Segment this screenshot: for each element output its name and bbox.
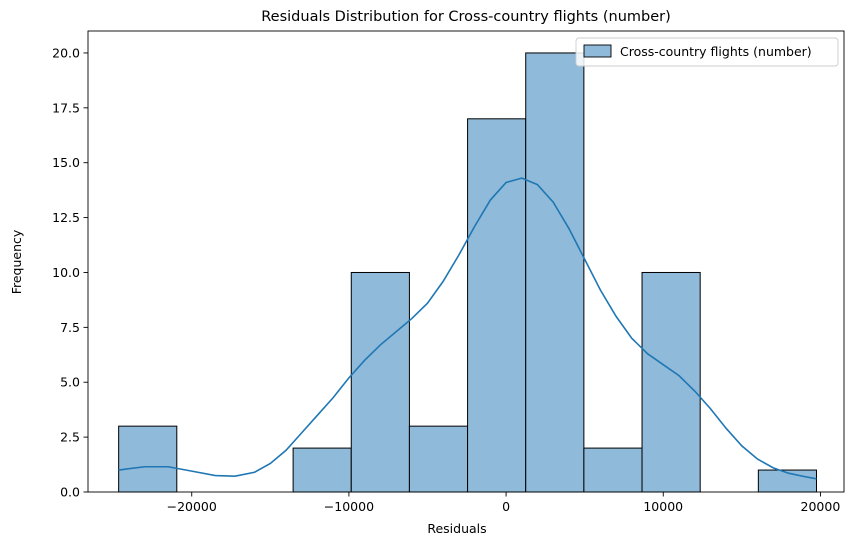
legend-swatch (583, 44, 612, 58)
y-tick-label: 15.0 (52, 155, 80, 170)
histogram-bars (118, 52, 817, 493)
histogram-bar (350, 271, 410, 493)
chart-title: Residuals Distribution for Cross-country… (261, 9, 671, 25)
histogram-bar (641, 271, 701, 493)
y-tick-label: 0.0 (60, 485, 80, 500)
x-tick-label: 20000 (801, 499, 841, 514)
histogram-bar (467, 118, 527, 493)
x-tick-label: −10000 (324, 499, 374, 514)
x-tick-label: −20000 (167, 499, 217, 514)
legend-box (575, 37, 839, 67)
y-tick-label: 5.0 (60, 375, 80, 390)
kde-line (118, 177, 817, 480)
y-tick-label: 17.5 (52, 100, 80, 115)
y-tick-label: 12.5 (52, 210, 80, 225)
y-tick-label: 10.0 (52, 265, 80, 280)
histogram-bar (525, 52, 585, 493)
x-tick-label: 10000 (643, 499, 683, 514)
legend: Cross-country flights (number) (575, 37, 839, 67)
histogram-bar (583, 447, 643, 493)
y-tick-label: 7.5 (60, 320, 80, 335)
x-axis-ticks: −20000 −10000 0 10000 20000 (167, 492, 841, 514)
histogram-bar (292, 447, 352, 493)
plot-frame (87, 30, 845, 493)
legend-label: Cross-country flights (number) (620, 44, 812, 59)
histogram-bar (118, 425, 178, 493)
histogram-bar (408, 425, 469, 493)
y-tick-label: 20.0 (52, 45, 80, 60)
y-axis-ticks: 0.0 2.5 5.0 7.5 10.0 12.5 15.0 17.5 20.0 (52, 45, 88, 500)
y-tick-label: 2.5 (60, 430, 80, 445)
x-tick-label: 0 (502, 499, 510, 514)
x-axis-label: Residuals (427, 521, 486, 536)
y-axis-label: Frequency (9, 229, 24, 294)
